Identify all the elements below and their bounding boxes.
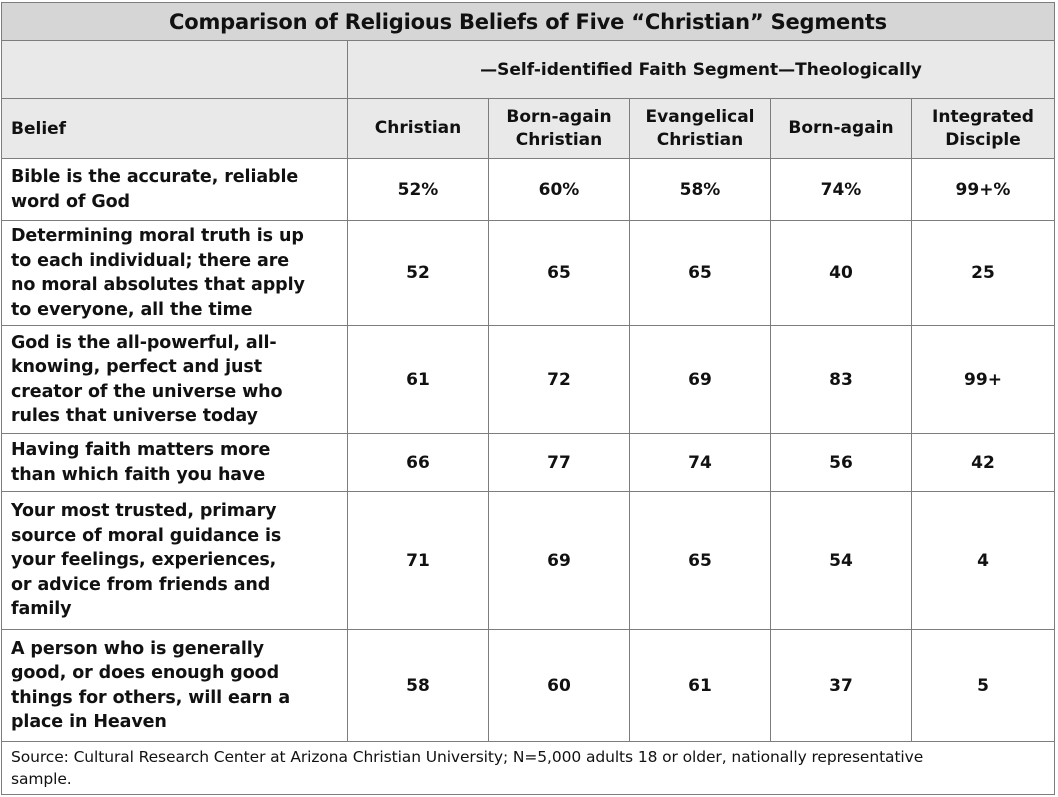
- value-cell: 5: [911, 629, 1055, 742]
- belief-text-line: to everyone, all the time: [11, 299, 253, 320]
- belief-text-line: to each individual; there are: [11, 250, 290, 271]
- value-cell: 74: [629, 433, 771, 492]
- belief-text-line: place in Heaven: [11, 712, 167, 732]
- belief-text-line: knowing, perfect and just: [11, 357, 262, 377]
- segment-header: —Self-identified Faith Segment—Theologic…: [347, 40, 1055, 99]
- belief-cell: Your most trusted, primary source of mora…: [1, 491, 348, 630]
- table-title: Comparison of Religious Beliefs of Five …: [1, 2, 1055, 41]
- belief-cell: Bible is the accurate, reliable word of G…: [1, 158, 348, 221]
- value-cell: 40: [770, 220, 912, 326]
- value-cell: 61: [347, 325, 489, 434]
- table-row: Bible is the accurate, reliable word of G…: [1, 158, 1055, 221]
- value-cell: 56: [770, 433, 912, 492]
- belief-text-line: source of moral guidance is: [11, 525, 282, 546]
- column-header-line: Christian: [374, 118, 462, 138]
- column-header-evangelical-christian: Evangelical Christian: [629, 98, 771, 159]
- belief-text-line: Determining moral truth is up: [11, 226, 304, 246]
- value-cell: 60%: [488, 158, 630, 221]
- column-header-line: Disciple: [945, 129, 1021, 150]
- value-cell: 65: [488, 220, 630, 326]
- column-header-line: Born-again: [788, 118, 894, 138]
- source-text-line: Source: Cultural Research Center at Ariz…: [11, 748, 924, 766]
- belief-text-line: good, or does enough good: [11, 663, 279, 683]
- value-cell: 65: [629, 220, 771, 326]
- value-cell: 60: [488, 629, 630, 742]
- value-cell: 52%: [347, 158, 489, 221]
- belief-text-line: family: [11, 599, 72, 620]
- value-cell: 25: [911, 220, 1055, 326]
- belief-text-line: word of God: [11, 191, 130, 212]
- belief-text-line: or advice from friends and: [11, 574, 271, 595]
- value-cell: 52: [347, 220, 489, 326]
- table-row: A person who is generally good, or does e…: [1, 629, 1055, 742]
- belief-cell: Having faith matters more than which fait…: [1, 433, 348, 492]
- table-row: Determining moral truth is up to each ind…: [1, 220, 1055, 326]
- table-row: Having faith matters more than which fait…: [1, 433, 1055, 492]
- column-header-line: Evangelical: [645, 106, 755, 127]
- belief-text-line: Your most trusted, primary: [11, 501, 277, 522]
- value-cell: 99+: [911, 325, 1055, 434]
- value-cell: 37: [770, 629, 912, 742]
- belief-cell: A person who is generally good, or does e…: [1, 629, 348, 742]
- belief-text-line: Bible is the accurate, reliable: [11, 167, 299, 187]
- table-row: Your most trusted, primary source of mora…: [1, 491, 1055, 630]
- value-cell: 61: [629, 629, 771, 742]
- column-header-born-again: Born-again: [770, 98, 912, 159]
- value-cell: 71: [347, 491, 489, 630]
- value-cell: 83: [770, 325, 912, 434]
- belief-text-line: your feelings, experiences,: [11, 550, 277, 571]
- belief-cell: God is the all-powerful, all-knowing, pe…: [1, 325, 348, 434]
- column-header-christian: Christian: [347, 98, 489, 159]
- value-cell: 69: [629, 325, 771, 434]
- value-cell: 58: [347, 629, 489, 742]
- belief-text-line: than which faith you have: [11, 464, 266, 485]
- column-header-line: Integrated: [932, 106, 1034, 127]
- belief-cell: Determining moral truth is up to each ind…: [1, 220, 348, 326]
- column-header-born-again-christian: Born-again Christian: [488, 98, 630, 159]
- belief-text-line: no moral absolutes that apply: [11, 275, 305, 295]
- value-cell: 99+%: [911, 158, 1055, 221]
- belief-text-line: things for others, will earn a: [11, 687, 291, 708]
- value-cell: 42: [911, 433, 1055, 492]
- column-header-line: Born-again: [506, 106, 612, 127]
- value-cell: 69: [488, 491, 630, 630]
- table-row: God is the all-powerful, all-knowing, pe…: [1, 325, 1055, 434]
- column-header-line: Christian: [515, 129, 603, 150]
- blank-header-cell: [1, 40, 348, 99]
- source-text-line: sample.: [11, 770, 72, 788]
- belief-text-line: rules that universe today: [11, 406, 258, 426]
- value-cell: 74%: [770, 158, 912, 221]
- value-cell: 77: [488, 433, 630, 492]
- value-cell: 4: [911, 491, 1055, 630]
- column-header-integrated-disciple: Integrated Disciple: [911, 98, 1055, 159]
- belief-text-line: Having faith matters more: [11, 440, 271, 460]
- belief-column-header: Belief: [1, 98, 348, 159]
- belief-text-line: God is the all-powerful, all-: [11, 332, 277, 353]
- belief-text-line: A person who is generally: [11, 638, 264, 659]
- value-cell: 58%: [629, 158, 771, 221]
- value-cell: 72: [488, 325, 630, 434]
- source-note: Source: Cultural Research Center at Ariz…: [1, 741, 1055, 795]
- value-cell: 65: [629, 491, 771, 630]
- value-cell: 66: [347, 433, 489, 492]
- column-header-line: Christian: [656, 129, 744, 150]
- belief-text-line: creator of the universe who: [11, 381, 283, 402]
- value-cell: 54: [770, 491, 912, 630]
